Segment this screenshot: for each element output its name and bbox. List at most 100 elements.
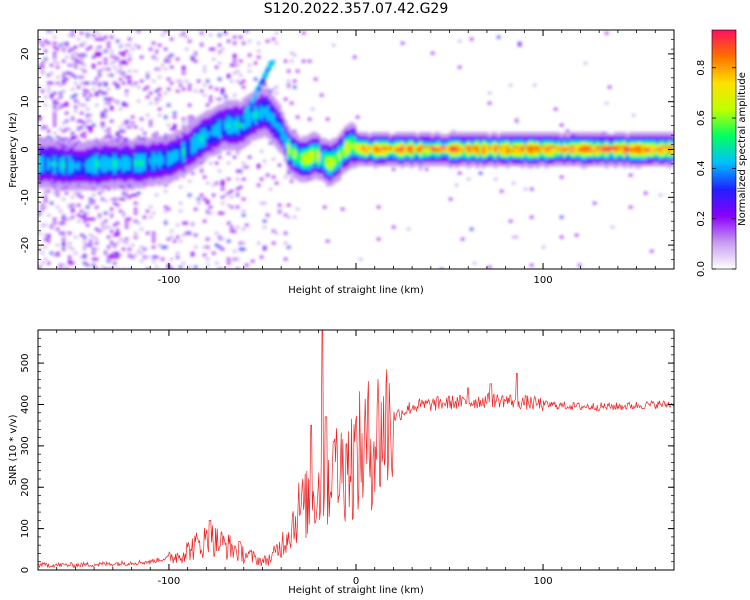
spectrogram-cell — [353, 160, 357, 163]
spectrogram-cell — [551, 152, 555, 155]
spectrogram-cell — [338, 138, 342, 141]
spectrogram-cell — [134, 162, 138, 165]
spectrogram-cell — [542, 132, 546, 135]
spectrogram-cell — [167, 178, 171, 181]
spectrogram-cell — [473, 262, 477, 265]
spectrogram-cell — [506, 154, 510, 157]
spectrogram-cell — [188, 130, 192, 133]
spectrogram-cell — [269, 136, 273, 139]
spectrogram-cell — [92, 34, 96, 37]
spectrogram-cell — [41, 128, 45, 131]
spectrogram-cell — [110, 158, 114, 161]
spectrogram-cell — [449, 164, 453, 167]
spectrogram-cell — [233, 128, 237, 131]
spectrogram-cell — [515, 160, 519, 163]
spectrogram-cell — [245, 144, 249, 147]
spectrogram-cell — [242, 106, 246, 109]
spectrogram-cell — [530, 164, 534, 167]
spectrogram-cell — [158, 44, 162, 47]
spectrogram-cell — [275, 42, 279, 45]
spectrogram-cell — [533, 136, 537, 139]
spectrogram-cell — [41, 138, 45, 141]
spectrogram-cell — [326, 156, 330, 159]
spectrogram-cell — [209, 152, 213, 155]
spectrogram-cell — [284, 160, 288, 163]
spectrogram-cell — [548, 140, 552, 143]
spectrogram-cell — [290, 134, 294, 137]
spectrogram-cell — [305, 156, 309, 159]
spectrogram-cell — [476, 144, 480, 147]
spectrogram-cell — [452, 160, 456, 163]
spectrogram-cell — [314, 144, 318, 147]
spectrogram-cell — [416, 144, 420, 147]
spectrogram-cell — [62, 82, 66, 85]
spectrogram-cell — [266, 132, 270, 135]
spectrogram-cell — [299, 168, 303, 171]
spectrogram-cell — [89, 184, 93, 187]
spectrogram-cell — [80, 144, 84, 147]
spectrogram-cell — [155, 164, 159, 167]
spectrogram-cell — [182, 234, 186, 237]
spectrogram-cell — [149, 216, 153, 219]
spectrogram-cell — [176, 150, 180, 153]
spectrogram-cell — [386, 134, 390, 137]
spectrogram-cell — [119, 178, 123, 181]
spectrogram-cell — [62, 232, 66, 235]
spectrogram-cell — [98, 192, 102, 195]
spectrogram-cell — [269, 106, 273, 109]
spectrogram-cell — [203, 132, 207, 135]
spectrogram-cell — [341, 162, 345, 165]
spectrogram-cell — [206, 112, 210, 115]
spectrogram-cell — [80, 188, 84, 191]
spectrogram-cell — [323, 140, 327, 143]
spectrogram-cell — [509, 144, 513, 147]
spectrogram-cell — [593, 132, 597, 135]
spectrogram-cell — [497, 162, 501, 165]
spectrogram-cell — [206, 200, 210, 203]
spectrogram-cell — [227, 132, 231, 135]
spectrogram-cell — [110, 216, 114, 219]
spectrogram-cell — [506, 152, 510, 155]
spectrogram-cell — [227, 262, 231, 265]
spectrogram-cell — [488, 154, 492, 157]
spectrogram-cell — [575, 164, 579, 167]
spectrogram-cell — [251, 126, 255, 129]
spectrogram-cell — [146, 172, 150, 175]
spectrogram-cell — [119, 238, 123, 241]
spectrogram-cell — [350, 144, 354, 147]
spectrogram-cell — [281, 152, 285, 155]
spectrogram-cell — [581, 142, 585, 145]
spectrogram-cell — [407, 132, 411, 135]
spectrogram-cell — [236, 100, 240, 103]
spectrogram-cell — [236, 144, 240, 147]
spectrogram-cell — [491, 152, 495, 155]
spectrogram-cell — [257, 116, 261, 119]
spectrogram-cell — [131, 178, 135, 181]
spectrogram-cell — [314, 78, 318, 81]
spectrogram-cell — [593, 146, 597, 149]
spectrogram-cell — [224, 120, 228, 123]
spectrogram-cell — [554, 136, 558, 139]
spectrogram-cell — [578, 154, 582, 157]
spectrogram-cell — [338, 178, 342, 181]
spectrogram-cell — [371, 150, 375, 153]
spectrogram-cell — [122, 198, 126, 201]
spectrogram-cell — [62, 158, 66, 161]
spectrogram-cell — [95, 160, 99, 163]
spectrogram-cell — [65, 148, 69, 151]
spectrogram-cell — [539, 164, 543, 167]
spectrogram-cell — [188, 144, 192, 147]
spectrogram-cell — [479, 148, 483, 151]
spectrogram-cell — [185, 152, 189, 155]
spectrogram-cell — [296, 158, 300, 161]
spectrogram-cell — [170, 156, 174, 159]
spectrogram-cell — [95, 162, 99, 165]
spectrogram-cell — [95, 178, 99, 181]
spectrogram-cell — [536, 132, 540, 135]
spectrogram-cell — [287, 158, 291, 161]
spectrogram-cell — [527, 150, 531, 153]
spectrogram-cell — [518, 154, 522, 157]
spectrogram-cell — [80, 158, 84, 161]
spectrogram-cell — [239, 242, 243, 245]
spectrogram-cell — [191, 146, 195, 149]
